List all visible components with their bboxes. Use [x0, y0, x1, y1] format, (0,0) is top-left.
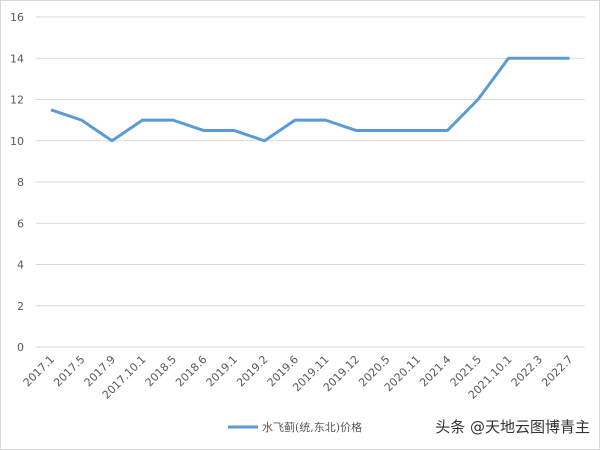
y-tick-label: 4 — [17, 259, 24, 272]
y-tick-label: 2 — [17, 300, 24, 313]
y-tick-label: 10 — [10, 135, 24, 148]
y-tick-label: 12 — [10, 94, 24, 107]
watermark: 头条 @天地云图博青主 — [435, 418, 590, 436]
y-tick-label: 14 — [10, 52, 24, 65]
legend-label: 水飞蓟(统,东北)价格 — [262, 420, 362, 434]
y-tick-label: 0 — [17, 341, 24, 354]
y-tick-label: 8 — [17, 176, 24, 189]
y-tick-label: 16 — [10, 11, 24, 24]
y-tick-label: 6 — [17, 217, 24, 230]
data-line — [50, 56, 570, 143]
